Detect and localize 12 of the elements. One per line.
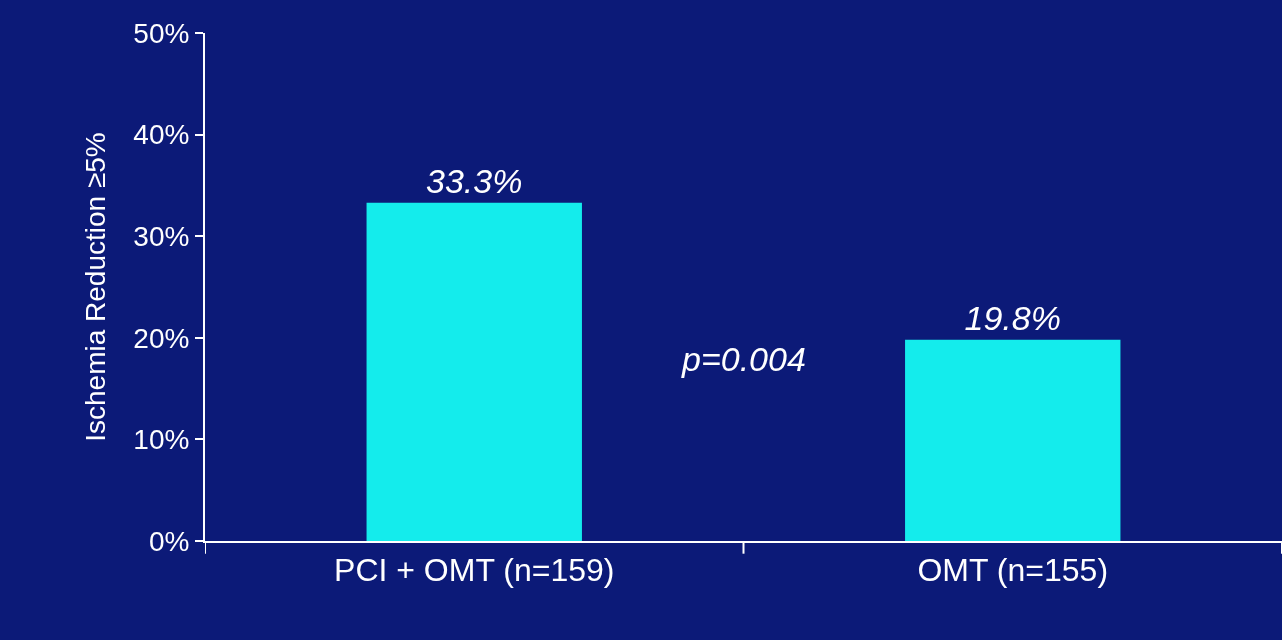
- x-tick-label: PCI + OMT (n=159): [334, 552, 615, 589]
- data-label: 19.8%: [964, 298, 1061, 337]
- y-tick-label: 30%: [133, 221, 190, 252]
- data-label: 33.3%: [426, 161, 523, 200]
- x-tick-label: OMT (n=155): [917, 552, 1109, 589]
- y-axis-title: Ischemia Reduction ≥5%: [79, 132, 111, 442]
- y-tick-label: 40%: [133, 119, 190, 151]
- y-tick-label: 0%: [148, 525, 190, 557]
- y-tick-label: 50%: [133, 17, 190, 49]
- annotation: p=0.004: [681, 340, 806, 378]
- y-tick-label: 10%: [133, 424, 190, 456]
- y-tick-label: 20%: [133, 322, 190, 354]
